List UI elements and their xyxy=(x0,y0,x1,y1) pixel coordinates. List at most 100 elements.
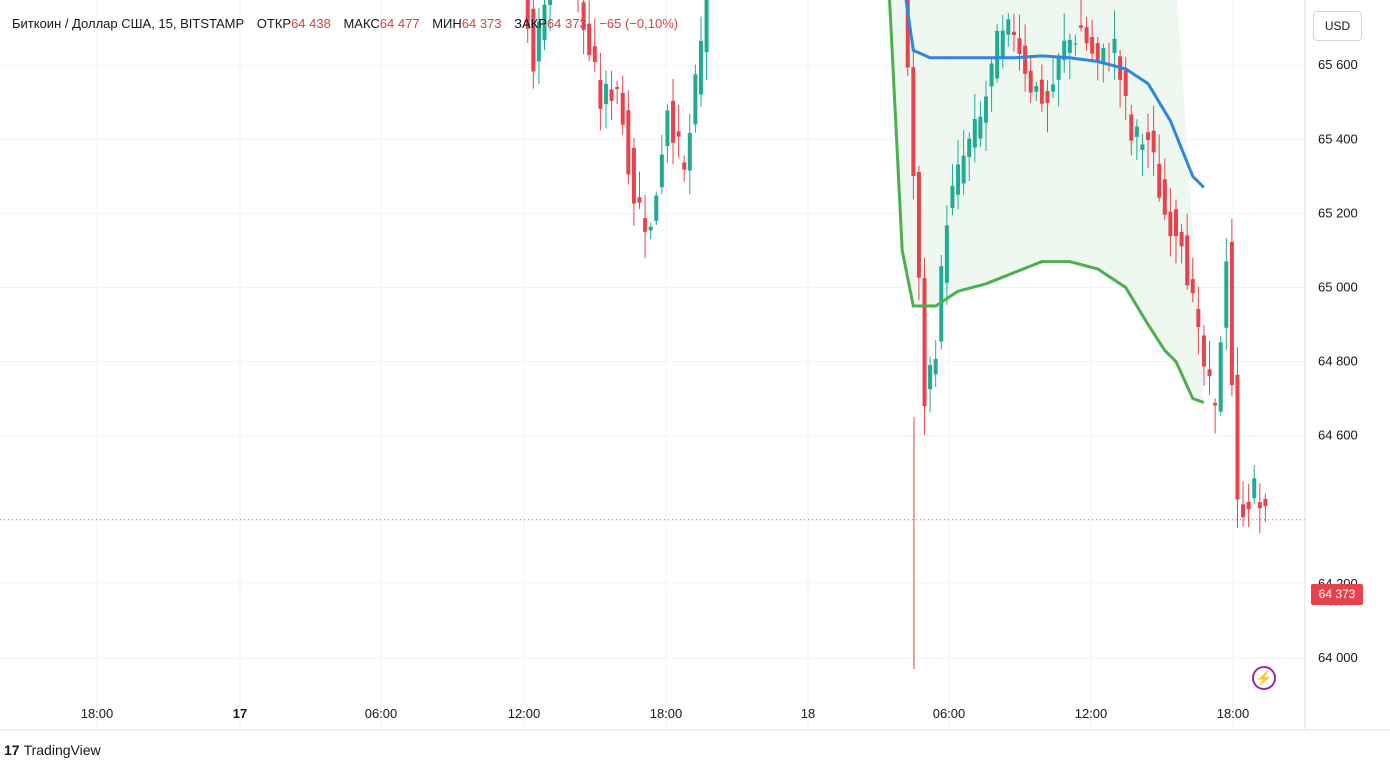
candle-body xyxy=(1218,342,1223,412)
candle-body xyxy=(676,131,681,137)
candle-body xyxy=(1078,25,1083,28)
candle-body xyxy=(1196,308,1201,328)
time-tick-label: 18:00 xyxy=(650,706,683,721)
candle-body xyxy=(1067,39,1072,53)
candle-body xyxy=(1229,241,1234,386)
price-tick-label: 65 600 xyxy=(1318,57,1358,72)
brand-name: TradingView xyxy=(23,742,101,758)
candle-body xyxy=(1146,132,1151,141)
candle-body xyxy=(1201,335,1206,367)
candle-body xyxy=(1151,130,1156,153)
candle-body xyxy=(631,147,636,204)
candle-body xyxy=(1039,79,1044,104)
candle-body xyxy=(654,195,659,221)
candle-body xyxy=(693,74,698,125)
candle-body xyxy=(1023,45,1028,74)
candle-body xyxy=(1246,501,1251,510)
lightning-icon[interactable]: ⚡ xyxy=(1252,666,1276,690)
low-value: 64 373 xyxy=(461,16,502,31)
candle-body xyxy=(609,89,614,101)
candle-body xyxy=(1011,31,1016,36)
candle-body xyxy=(1056,58,1061,80)
vwap-line xyxy=(904,0,1205,189)
candle-body xyxy=(1006,19,1011,35)
candle-body xyxy=(1190,279,1195,294)
candle-body xyxy=(1179,231,1184,247)
candle-body xyxy=(1185,235,1190,286)
band-area xyxy=(889,0,1204,403)
tradingview-branding[interactable]: 17 TradingView xyxy=(4,742,101,758)
candle-body xyxy=(1084,27,1089,44)
last-price-tag: 64 373 xyxy=(1311,584,1363,605)
candle-body xyxy=(1073,43,1078,45)
candle-body xyxy=(603,83,608,105)
indicator-lines xyxy=(888,0,1205,404)
candle-body xyxy=(978,116,983,139)
candle-body xyxy=(1000,30,1005,58)
candle-body xyxy=(587,23,592,56)
price-tick-label: 65 400 xyxy=(1318,131,1358,146)
candle-body xyxy=(922,277,927,407)
candle-body xyxy=(1157,163,1162,198)
candle-body xyxy=(687,132,692,171)
candle-body xyxy=(1173,209,1178,237)
candle-body xyxy=(1224,261,1229,328)
time-tick-label: 17 xyxy=(233,706,247,721)
candle-body xyxy=(531,8,536,72)
candle-body xyxy=(665,110,670,147)
candle-body xyxy=(1129,114,1134,141)
symbol-title[interactable]: Биткоин / Доллар США, 15, BITSTAMP xyxy=(12,16,245,31)
candle-body xyxy=(704,0,709,53)
candle-body xyxy=(944,225,949,283)
time-tick-label: 06:00 xyxy=(933,706,966,721)
candle-body xyxy=(1101,47,1106,63)
time-tick-label: 18 xyxy=(801,706,815,721)
band-fill xyxy=(889,0,1204,403)
candle-body xyxy=(995,30,1000,79)
chart-legend: Биткоин / Доллар США, 15, BITSTAMP ОТКР6… xyxy=(12,16,678,31)
candle-body xyxy=(916,172,921,278)
candle-body xyxy=(548,0,553,5)
candle-body xyxy=(615,86,620,89)
candle-body xyxy=(1112,38,1117,54)
candle-body xyxy=(620,92,625,125)
candle-body xyxy=(671,100,676,143)
candle-body xyxy=(1207,369,1212,377)
grid-lines xyxy=(0,0,1305,730)
candle-body xyxy=(967,138,972,158)
candle-body xyxy=(682,162,687,170)
change-value: −65 (−0,10%) xyxy=(599,16,679,31)
candle-body xyxy=(950,185,955,209)
candle-body xyxy=(989,63,994,87)
candle-body xyxy=(643,218,648,232)
candle-body xyxy=(598,80,603,109)
close-label: ЗАКР xyxy=(514,16,547,31)
candle-body xyxy=(1134,126,1139,137)
open-value: 64 438 xyxy=(291,16,331,31)
close-value: 64 373 xyxy=(546,16,587,31)
candle-body xyxy=(1213,402,1218,406)
time-tick-label: 18:00 xyxy=(81,706,114,721)
candle-body xyxy=(956,164,961,195)
candle-body xyxy=(626,110,631,175)
candle-body xyxy=(961,155,966,184)
currency-button[interactable]: USD xyxy=(1313,11,1362,41)
time-tick-label: 12:00 xyxy=(508,706,541,721)
candle-body xyxy=(1090,37,1095,54)
candle-body xyxy=(928,364,933,390)
price-tick-label: 65 200 xyxy=(1318,205,1358,220)
candlesticks xyxy=(525,0,1268,670)
candle-body xyxy=(911,67,916,177)
candle-body xyxy=(542,4,547,40)
time-axis[interactable]: 18:00 17 06:00 12:00 18:00 18 06:00 12:00 18:00 xyxy=(81,706,1250,721)
candle-body xyxy=(1062,40,1067,61)
candle-body xyxy=(536,21,541,62)
candle-body xyxy=(983,96,988,123)
candle-body xyxy=(1162,179,1167,215)
price-tick-label: 65 000 xyxy=(1318,280,1358,295)
candle-body xyxy=(1263,498,1268,507)
candle-body xyxy=(698,40,703,95)
candle-body xyxy=(972,118,977,148)
